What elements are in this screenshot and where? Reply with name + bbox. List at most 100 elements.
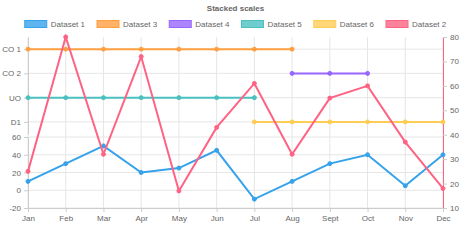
data-point [26,169,30,173]
tick: Apr [135,208,148,223]
tick-label: CO 2 [2,69,21,78]
tick: 10 [443,204,459,213]
tick-label: Jan [22,214,35,223]
tick-mark [141,208,142,212]
data-point [64,162,68,166]
tick-label: 60 [450,82,459,91]
tick-label: 50 [450,106,459,115]
data-point [403,184,407,188]
tick-label: 70 [450,57,459,66]
tick-label: 40 [12,151,21,160]
tick-label: Oct [362,214,375,223]
data-point [64,35,68,39]
tick: 70 [443,57,459,66]
tick-mark [24,122,28,123]
series-line [254,121,443,123]
data-point [366,120,370,124]
grid-line-x [141,37,142,208]
data-point [101,47,105,51]
grid-line-x [65,37,66,208]
legend-item: Dataset 5 [242,20,303,29]
data-point [290,71,294,75]
data-point [64,96,68,100]
data-point [177,47,181,51]
data-point [328,71,332,75]
tick-label: 10 [450,204,459,213]
data-point [366,153,370,157]
tick-label: D1 [11,118,22,127]
grid-line-x [178,37,179,208]
tick-label: CO 1 [2,45,21,54]
legend-swatch [25,21,47,28]
tick-mark [292,208,293,212]
data-point [101,96,105,100]
tick: 80 [443,33,459,42]
legend-label: Dataset 2 [412,20,447,29]
legend-item: Dataset 3 [97,20,158,29]
tick-mark [443,37,447,38]
tick: 40 [443,131,459,140]
legend-item: Dataset 2 [386,20,447,29]
data-point [139,47,143,51]
data-point [328,120,332,124]
tick-mark [368,208,369,212]
tick: 0 [17,186,28,195]
data-point [328,96,332,100]
legend-item: Dataset 4 [169,20,230,29]
tick: Nov [399,208,413,223]
tick: 60 [443,82,459,91]
data-point [252,96,256,100]
tick: D1 [11,118,28,127]
tick: 30 [443,155,459,164]
data-point [366,84,370,88]
legend-label: Dataset 1 [51,20,86,29]
tick-mark [443,159,447,160]
tick-mark [24,155,28,156]
data-point [139,55,143,59]
tick-mark [443,61,447,62]
tick-mark [330,208,331,212]
data-point [403,120,407,124]
data-point [64,47,68,51]
series [26,144,445,201]
data-point [290,152,294,156]
tick-mark [24,137,28,138]
grid-line-y-category [28,73,443,74]
tick: CO 1 [2,45,28,54]
grid-line-y-category [28,97,443,98]
data-point [215,125,219,129]
legend-swatch [242,21,264,28]
data-point [26,179,30,183]
data-point [252,47,256,51]
axis-line [29,208,444,209]
tick: Mar [97,208,111,223]
tick: Dec [436,208,450,223]
legend-swatch [97,21,119,28]
tick: 60 [12,133,28,142]
tick: UO [9,94,28,103]
grid-line-x [103,37,104,208]
grid-line-x [216,37,217,208]
tick-mark [66,208,67,212]
grid-line-y [28,208,443,209]
series-line [28,48,292,50]
legend-item: Dataset 1 [25,20,86,29]
chart: JanFebMarAprMayJunJulAugSeptOctNovDec-20… [0,0,474,236]
data-point [328,162,332,166]
data-point [215,148,219,152]
tick-label: Mar [97,214,111,223]
data-point [290,179,294,183]
tick-mark [443,208,447,209]
data-point [252,81,256,85]
tick-label: Aug [285,214,299,223]
tick: 40 [12,151,28,160]
tick-mark [443,110,447,111]
tick: -20 [9,204,28,213]
data-point [252,120,256,124]
tick: May [172,208,187,223]
legend-item: Dataset 6 [314,20,375,29]
tick-label: 60 [12,133,21,142]
series-line [292,72,367,74]
tick: Aug [285,208,299,223]
tick-mark [28,208,29,212]
